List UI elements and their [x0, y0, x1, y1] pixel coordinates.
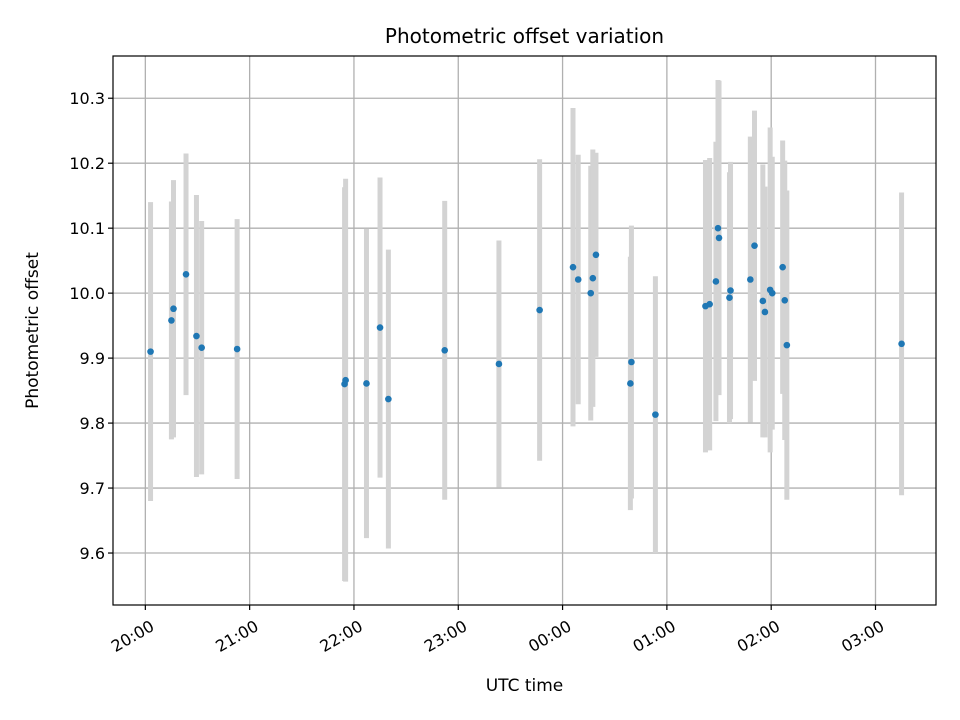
- data-point: [652, 411, 659, 418]
- data-point: [751, 242, 758, 250]
- data-point: [726, 294, 733, 301]
- data-point: [783, 341, 791, 349]
- data-point: [569, 263, 577, 271]
- y-tick-label: 9.8: [80, 414, 105, 433]
- y-tick-label: 10.3: [69, 89, 105, 108]
- x-tick-label: 21:00: [212, 616, 261, 656]
- y-tick-label: 10.2: [69, 154, 105, 173]
- data-point: [589, 274, 597, 282]
- data-point: [628, 358, 635, 366]
- x-tick-label: 01:00: [629, 616, 678, 656]
- chart-title: Photometric offset variation: [385, 24, 664, 48]
- x-tick-label: 02:00: [734, 616, 783, 656]
- data-point: [376, 324, 384, 331]
- data-point: [198, 344, 205, 352]
- data-point: [536, 306, 543, 314]
- y-tick-label: 9.7: [80, 479, 105, 498]
- data-point: [747, 276, 754, 283]
- x-tick-label: 22:00: [317, 616, 366, 656]
- data-point: [781, 296, 789, 304]
- data-point: [168, 317, 175, 324]
- grid: [113, 56, 936, 605]
- data-point: [441, 347, 449, 354]
- data-point: [706, 300, 713, 308]
- x-tick-label: 23:00: [421, 616, 470, 656]
- data-point: [193, 332, 200, 340]
- data-point: [385, 395, 392, 403]
- data-point: [715, 234, 723, 242]
- x-tick-label: 03:00: [838, 616, 887, 656]
- data-point: [363, 380, 370, 387]
- y-tick-label: 9.9: [80, 349, 105, 368]
- y-axis-ticks: 9.6 9.7 9.8 9.9 10.0 10.1 10.2 10.3: [69, 89, 113, 563]
- data-point: [714, 224, 722, 232]
- data-point: [342, 376, 349, 384]
- data-point: [233, 345, 241, 353]
- data-point: [182, 271, 190, 278]
- data-point: [712, 278, 720, 285]
- plot-area-frame: [112, 55, 937, 606]
- data-point: [727, 287, 734, 294]
- y-tick-label: 10.0: [69, 284, 105, 303]
- data-points: [147, 224, 905, 418]
- y-tick-label: 9.6: [80, 544, 105, 563]
- x-axis-label: UTC time: [486, 676, 564, 696]
- x-tick-label: 00:00: [525, 616, 574, 656]
- x-axis-ticks: 20:00 21:00 22:00 23:00 00:00 01:00 02:00 03:00: [108, 605, 888, 656]
- error-bars: [148, 80, 905, 582]
- y-tick-label: 10.1: [69, 219, 105, 238]
- data-point: [761, 308, 769, 316]
- data-point: [587, 289, 595, 297]
- data-point: [768, 289, 776, 297]
- data-point: [574, 276, 582, 283]
- data-point: [898, 340, 905, 348]
- data-point: [495, 360, 503, 368]
- data-point: [147, 348, 154, 355]
- x-tick-label: 20:00: [108, 616, 157, 656]
- data-point: [779, 263, 786, 271]
- data-point: [170, 305, 177, 313]
- data-point: [592, 251, 600, 259]
- data-point: [759, 297, 767, 305]
- y-axis-label: Photometric offset: [23, 252, 43, 409]
- data-point: [627, 380, 634, 387]
